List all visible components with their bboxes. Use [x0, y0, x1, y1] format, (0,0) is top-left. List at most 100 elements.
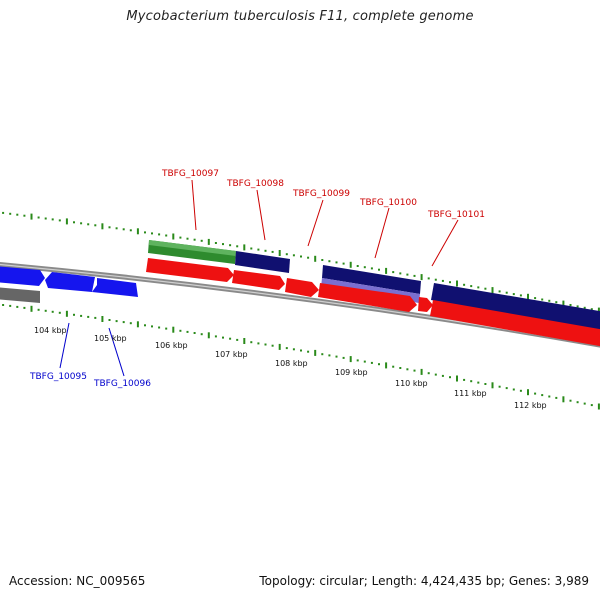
cds-blue-1[interactable] [0, 266, 45, 286]
outer-track-tick [73, 221, 75, 224]
outer-track-tick [399, 272, 402, 275]
inner-track-tick [229, 337, 232, 340]
inner-track-tick [207, 332, 210, 339]
outer-track-tick [37, 216, 40, 219]
cds-red-4[interactable] [318, 283, 417, 312]
gene-label-TBFG_10097[interactable]: TBFG_10097 [161, 169, 219, 179]
cds-red-2[interactable] [232, 270, 285, 290]
outer-track-tick [222, 243, 224, 246]
outer-track-tick [562, 300, 565, 307]
outer-track-tick [257, 248, 260, 251]
outer-track-tick [9, 212, 12, 215]
inner-track-tick [562, 396, 565, 403]
outer-track-tick [463, 283, 466, 286]
map-title: Mycobacterium tuberculosis F11, complete… [126, 9, 474, 24]
inner-track-tick [434, 373, 437, 376]
inner-track-tick [498, 385, 501, 388]
outer-track-tick [23, 214, 26, 217]
inner-track-tick [37, 308, 40, 311]
inner-track-tick [65, 310, 68, 317]
inner-track-tick [590, 404, 593, 407]
inner-track-tick [583, 402, 586, 405]
feature-navy-top-3[interactable] [431, 283, 600, 333]
outer-track-tick [136, 228, 139, 235]
feature-gray[interactable] [0, 287, 40, 303]
inner-track-tick [427, 372, 430, 375]
gene-label-TBFG_10099[interactable]: TBFG_10099 [292, 189, 350, 199]
cds-red-3[interactable] [285, 278, 319, 297]
outer-track-tick [406, 273, 409, 276]
scale-label-111: 111 kbp [454, 389, 487, 398]
outer-track-tick [498, 290, 501, 293]
outer-track-tick [370, 267, 373, 270]
inner-track-tick [58, 311, 61, 314]
inner-track-tick [115, 320, 118, 323]
outer-track-tick [314, 255, 317, 262]
gene-label-TBFG_10096[interactable]: TBFG_10096 [93, 379, 151, 389]
outer-track-tick [30, 213, 33, 220]
inner-tick-track [2, 304, 600, 410]
outer-track-tick [342, 262, 345, 265]
outer-track-tick [292, 254, 295, 257]
scale-label-109: 109 kbp [335, 368, 368, 377]
inner-track-tick [456, 375, 458, 382]
gene-label-TBFG_10101[interactable]: TBFG_10101 [427, 210, 485, 220]
inner-track-tick [278, 343, 281, 350]
outer-track-tick [285, 253, 288, 256]
inner-track-tick [16, 305, 19, 308]
outer-track-tick [300, 255, 302, 258]
outer-track-tick [569, 304, 572, 306]
outer-track-tick [590, 308, 593, 311]
outer-track-tick [491, 287, 494, 294]
scale-label-106: 106 kbp [155, 341, 188, 350]
outer-track-tick [80, 222, 83, 225]
inner-track-tick [534, 392, 537, 395]
leader-TBFG_10101 [431, 219, 459, 267]
outer-track-tick [2, 211, 5, 214]
inner-track-tick [527, 389, 529, 396]
feature-navy-top-1[interactable] [235, 251, 290, 273]
cds-red-6[interactable] [430, 300, 600, 347]
inner-track-tick [193, 332, 196, 334]
inner-track-tick [449, 376, 451, 379]
gene-label-TBFG_10100[interactable]: TBFG_10100 [359, 198, 417, 208]
inner-track-tick [300, 349, 302, 352]
cds-blue-2[interactable] [45, 272, 95, 292]
inner-track-tick [392, 365, 395, 368]
gene-label-TBFG_10095[interactable]: TBFG_10095 [29, 372, 87, 382]
inner-track-tick [420, 368, 423, 375]
inner-track-tick [94, 316, 97, 319]
inner-track-tick [264, 343, 267, 346]
outer-track-tick [427, 277, 430, 280]
inner-track-tick [597, 403, 600, 410]
outer-track-tick [250, 247, 253, 250]
accession-text: Accession: NC_009565 [9, 574, 146, 588]
inner-track-tick [101, 316, 104, 322]
inner-track-tick [356, 359, 359, 362]
outer-track-tick [328, 260, 331, 263]
outer-track-tick [94, 224, 97, 227]
cds-red-1[interactable] [146, 258, 234, 282]
outer-tick-track [2, 211, 600, 314]
inner-track-tick [222, 336, 224, 339]
outer-track-tick [186, 237, 189, 240]
scale-label-110: 110 kbp [395, 379, 428, 388]
inner-track-tick [30, 305, 33, 312]
outer-track-tick [392, 271, 395, 274]
outer-track-tick [555, 301, 558, 304]
inner-track-tick [505, 387, 508, 390]
inner-track-tick [406, 368, 409, 371]
cds-red-5[interactable] [418, 297, 433, 312]
outer-track-tick [519, 294, 522, 297]
inner-track-tick [257, 342, 260, 345]
gene-label-TBFG_10098[interactable]: TBFG_10098 [226, 179, 284, 189]
feature-green-top-shine [149, 240, 236, 256]
leader-TBFG_10095 [59, 322, 70, 369]
cds-blue-3[interactable] [92, 278, 138, 297]
feature-navy-top-2[interactable] [322, 265, 421, 294]
outer-track-tick [484, 287, 487, 290]
scale-label-105: 105 kbp [94, 334, 127, 343]
inner-track-tick [548, 395, 551, 398]
inner-track-tick [44, 309, 47, 312]
inner-track-tick [172, 326, 175, 333]
